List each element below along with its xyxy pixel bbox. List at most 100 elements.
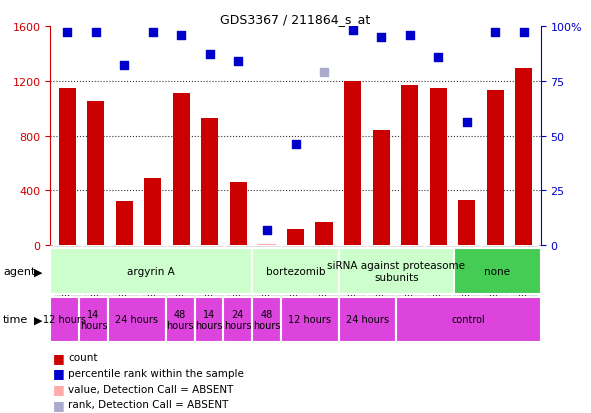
Bar [316, 223, 333, 246]
Text: GSM212660: GSM212660 [234, 247, 243, 298]
Text: GSM212657: GSM212657 [320, 247, 329, 298]
Point [233, 59, 243, 65]
Text: 14
hours: 14 hours [80, 309, 108, 330]
Point [433, 54, 443, 61]
Bar [173, 94, 190, 246]
Text: 24 hours: 24 hours [346, 315, 389, 325]
FancyBboxPatch shape [252, 249, 339, 294]
Text: argyrin A: argyrin A [127, 266, 175, 277]
Point [462, 120, 472, 126]
Point [519, 30, 528, 37]
FancyBboxPatch shape [253, 246, 281, 297]
FancyBboxPatch shape [194, 297, 223, 342]
Text: value, Detection Call = ABSENT: value, Detection Call = ABSENT [68, 384, 233, 394]
Text: ▶: ▶ [34, 315, 43, 325]
Bar [287, 229, 304, 246]
Text: ■: ■ [53, 351, 65, 364]
Text: GSM212662: GSM212662 [348, 247, 357, 298]
Point [319, 69, 329, 76]
Bar [401, 85, 418, 246]
Text: ■: ■ [53, 382, 65, 395]
Text: 12 hours: 12 hours [288, 315, 332, 325]
FancyBboxPatch shape [108, 297, 165, 342]
Bar [87, 102, 105, 246]
Text: 24 hours: 24 hours [115, 315, 158, 325]
Point [205, 52, 215, 59]
Text: agent: agent [3, 266, 35, 277]
FancyBboxPatch shape [310, 246, 338, 297]
FancyBboxPatch shape [397, 297, 541, 342]
Bar [202, 119, 219, 246]
FancyBboxPatch shape [53, 246, 82, 297]
Text: rank, Detection Call = ABSENT: rank, Detection Call = ABSENT [68, 399, 228, 409]
Point [63, 30, 72, 37]
Point [376, 34, 386, 41]
FancyBboxPatch shape [110, 246, 139, 297]
FancyBboxPatch shape [165, 297, 194, 342]
Text: siRNA against proteasome
subunits: siRNA against proteasome subunits [327, 261, 466, 282]
FancyBboxPatch shape [281, 297, 339, 342]
Text: GSM297801: GSM297801 [63, 247, 72, 298]
Text: GSM212658: GSM212658 [120, 247, 129, 298]
Point [348, 28, 358, 35]
Text: GSM297802: GSM297802 [177, 247, 186, 298]
Text: bortezomib: bortezomib [266, 266, 325, 277]
FancyBboxPatch shape [50, 249, 252, 294]
FancyBboxPatch shape [82, 246, 110, 297]
FancyBboxPatch shape [79, 297, 108, 342]
Text: percentile rank within the sample: percentile rank within the sample [68, 368, 244, 378]
Point [491, 30, 500, 37]
Text: GSM297807: GSM297807 [434, 247, 443, 298]
FancyBboxPatch shape [339, 249, 454, 294]
Bar [430, 88, 447, 246]
FancyBboxPatch shape [452, 246, 481, 297]
FancyBboxPatch shape [454, 249, 541, 294]
Text: 48
hours: 48 hours [166, 309, 194, 330]
FancyBboxPatch shape [224, 246, 253, 297]
FancyBboxPatch shape [223, 297, 252, 342]
Text: ■: ■ [53, 366, 65, 380]
FancyBboxPatch shape [252, 297, 281, 342]
Text: GSM297803: GSM297803 [519, 247, 528, 298]
Text: control: control [452, 315, 485, 325]
Text: GSM212655: GSM212655 [262, 247, 271, 298]
Text: 12 hours: 12 hours [43, 315, 86, 325]
Bar [344, 81, 361, 246]
Text: ■: ■ [53, 398, 65, 411]
Text: ▶: ▶ [34, 266, 43, 277]
FancyBboxPatch shape [367, 246, 395, 297]
Bar [486, 91, 504, 246]
FancyBboxPatch shape [509, 246, 538, 297]
Bar [515, 69, 532, 246]
FancyBboxPatch shape [167, 246, 196, 297]
Text: 48
hours: 48 hours [253, 309, 280, 330]
FancyBboxPatch shape [281, 246, 310, 297]
FancyBboxPatch shape [395, 246, 424, 297]
Point [262, 227, 272, 234]
Text: GSM212659: GSM212659 [148, 247, 157, 298]
Text: GSM297806: GSM297806 [206, 247, 215, 298]
Point [91, 30, 100, 37]
FancyBboxPatch shape [338, 246, 367, 297]
Text: GSM297805: GSM297805 [376, 247, 385, 298]
FancyBboxPatch shape [139, 246, 167, 297]
Text: 24
hours: 24 hours [224, 309, 252, 330]
Text: GSM297804: GSM297804 [92, 247, 100, 298]
Point [177, 32, 186, 39]
Text: GSM212663: GSM212663 [405, 247, 414, 298]
FancyBboxPatch shape [50, 297, 79, 342]
Text: count: count [68, 352, 98, 362]
Text: none: none [485, 266, 511, 277]
Bar [372, 131, 389, 246]
Bar [144, 179, 161, 246]
Text: 14
hours: 14 hours [195, 309, 223, 330]
Point [291, 142, 300, 148]
Point [119, 63, 129, 69]
Point [405, 32, 414, 39]
Bar [59, 88, 76, 246]
Text: GSM212661: GSM212661 [491, 247, 499, 298]
Title: GDS3367 / 211864_s_at: GDS3367 / 211864_s_at [220, 13, 371, 26]
Point [148, 30, 158, 37]
Bar [230, 183, 247, 246]
FancyBboxPatch shape [196, 246, 224, 297]
